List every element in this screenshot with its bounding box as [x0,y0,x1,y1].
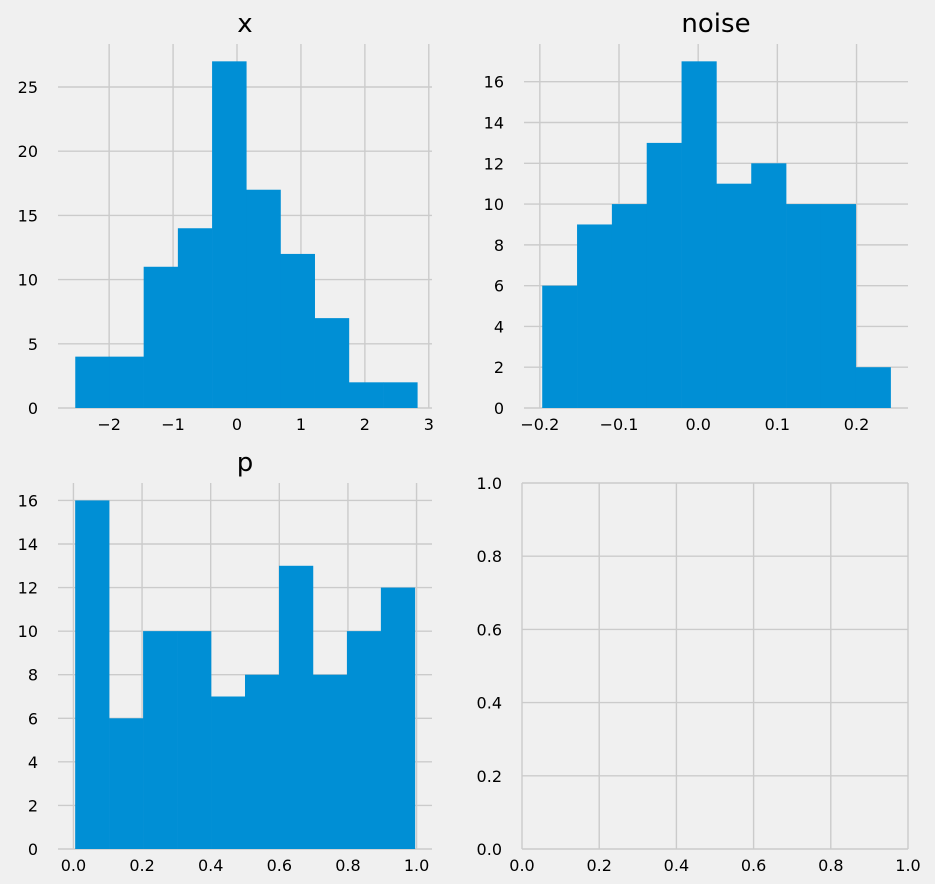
histogram-bar [312,674,348,849]
y-tick-label: 10 [484,195,504,214]
y-tick-label: 8 [28,666,38,685]
x-tick-label: 0.0 [61,856,86,875]
x-tick-label: 0.2 [844,415,869,434]
x-tick-label: 2 [360,415,370,434]
histogram-bar [278,565,314,849]
y-tick-label: 0.8 [477,547,502,566]
x-tick-label: 0.8 [335,856,360,875]
x-tick-label: −0.2 [520,415,559,434]
histogram-bar [75,356,110,408]
y-tick-label: 0 [28,399,38,418]
histogram-bar [716,183,752,408]
x-tick-label: −2 [97,415,121,434]
y-tick-label: 8 [494,236,504,255]
x-tick-label: 0.0 [685,415,710,434]
histogram-bar [646,142,682,408]
histogram-bar [109,718,144,849]
histogram-bar [245,674,280,849]
x-tick-label: −0.1 [600,415,639,434]
histogram-bar [348,382,384,408]
x-tick-label: 0.4 [664,856,689,875]
subplot-title: noise [681,9,750,39]
histogram-bar [380,587,416,849]
subplot-title: x [237,9,252,39]
y-tick-label: 2 [28,796,38,815]
x-tick-label: 0.1 [765,415,790,434]
x-tick-label: 0.0 [509,856,534,875]
histogram-bar [143,631,178,849]
x-tick-label: 1.0 [895,856,920,875]
histogram-bar [212,61,247,408]
histogram-bar [855,367,891,408]
x-tick-label: 0.2 [129,856,154,875]
y-tick-label: 12 [484,154,504,173]
y-tick-label: 12 [18,579,38,598]
histogram-bar [820,204,857,408]
subplot-title: p [237,448,254,478]
y-tick-label: 0.2 [477,767,502,786]
histogram-bar [751,163,787,408]
y-tick-label: 16 [18,491,38,510]
histogram-bar [346,631,382,849]
y-tick-label: 25 [18,78,38,97]
histogram-bar [177,228,213,408]
y-tick-label: 0 [28,840,38,859]
x-tick-label: 0 [232,415,242,434]
y-tick-label: 6 [494,277,504,296]
x-tick-label: 0.6 [741,856,766,875]
histogram-bar [143,266,179,408]
y-tick-label: 14 [484,114,504,133]
histogram-bar [75,500,110,849]
histogram-bar [611,204,648,408]
y-tick-label: 15 [18,206,38,225]
subplot-empty: 0.0 0.2 0.4 0.6 0.8 1.0 0.0 0.2 0.4 0.6 0.8 1.0 [477,474,921,875]
y-tick-label: 0.0 [477,840,502,859]
histogram-bar [246,189,281,408]
histogram-bar [280,253,315,408]
subplot-noise: −0.2 −0.1 0.0 0.1 0.2 0 2 4 6 8 10 12 14 16 noise [484,9,908,434]
histogram-bar [542,285,578,408]
y-tick-label: 20 [18,142,38,161]
y-tick-label: 4 [28,753,38,772]
y-tick-label: 5 [28,335,38,354]
x-tick-label: 0.8 [818,856,843,875]
x-tick-label: 1.0 [404,856,429,875]
y-tick-label: 2 [494,358,504,377]
y-tick-label: 4 [494,317,504,336]
y-tick-label: 1.0 [477,474,502,493]
y-tick-label: 6 [28,709,38,728]
y-tick-label: 16 [484,73,504,92]
histogram-bar [314,318,350,408]
histogram-bar [177,631,212,849]
y-tick-label: 0.4 [477,694,502,713]
y-tick-label: 14 [18,535,38,554]
subplot-x: −2 −1 0 1 2 3 0 5 10 15 20 25 x [18,9,434,434]
x-tick-label: 0.6 [267,856,292,875]
histogram-bar [786,204,822,408]
subplot-p: 0.0 0.2 0.4 0.6 0.8 1.0 0 2 4 6 8 10 12 14 16 p [18,448,432,875]
histogram-bar [211,696,246,849]
x-tick-label: 3 [424,415,434,434]
y-tick-label: 10 [18,622,38,641]
y-tick-label: 0 [494,399,504,418]
x-tick-label: 0.4 [198,856,223,875]
histogram-bar [109,356,144,408]
x-tick-label: 1 [296,415,306,434]
histogram-bar [681,61,717,408]
y-tick-label: 10 [18,271,38,290]
histogram-bar [383,382,418,408]
y-tick-label: 0.6 [477,620,502,639]
x-tick-label: 0.2 [586,856,611,875]
x-tick-label: −1 [161,415,185,434]
histogram-bar [577,224,613,408]
